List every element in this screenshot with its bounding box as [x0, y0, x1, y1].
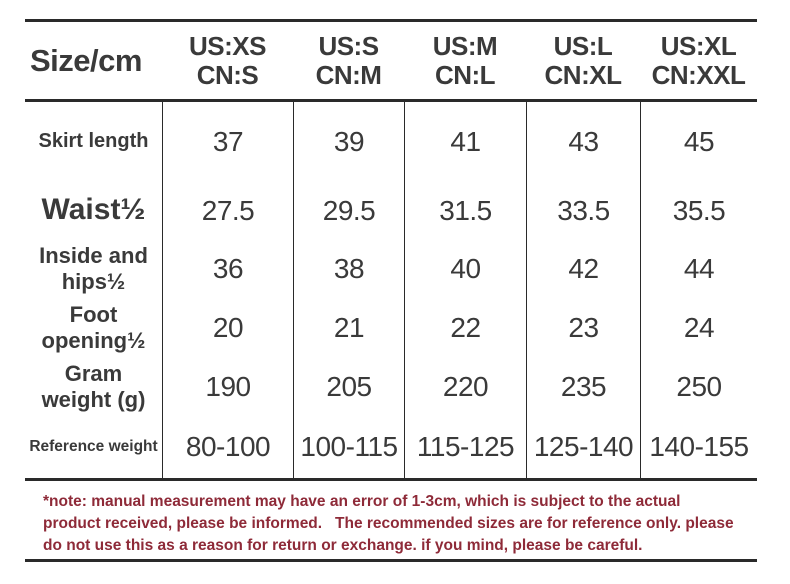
value-cell: 40 — [404, 239, 526, 298]
value-cell: 24 — [640, 298, 757, 358]
value-cell: 31.5 — [404, 182, 526, 239]
value-cell: 23 — [526, 298, 640, 358]
note-line-2: product received, please be informed. Th… — [43, 515, 734, 532]
value-cell: 45 — [640, 102, 757, 182]
cn-size-label: CN:S — [196, 59, 259, 90]
measurement-note: *note: manual measurement may have an er… — [43, 491, 755, 557]
value-cell: 42 — [526, 239, 640, 298]
bottom-divider — [25, 559, 757, 562]
value-cell: 205 — [293, 358, 404, 416]
size-table-body: Skirt length 37 39 41 43 45 Waist½ 27.5 … — [25, 102, 757, 481]
us-size-label: US:S — [318, 30, 379, 61]
value-cell: 29.5 — [293, 182, 404, 239]
note-line-3: do not use this as a reason for return o… — [43, 537, 643, 554]
row-label-waist: Waist½ — [41, 193, 146, 227]
us-size-label: US:M — [432, 30, 498, 61]
value-cell: 36 — [162, 239, 293, 298]
value-cell: 22 — [404, 298, 526, 358]
column-header-us-xs: US:XS CN:S — [162, 30, 293, 90]
value-cell: 43 — [526, 102, 640, 182]
value-cell: 115-125 — [404, 416, 526, 478]
value-cell: 41 — [404, 102, 526, 182]
column-header-us-l: US:L CN:XL — [526, 30, 640, 90]
value-cell: 190 — [162, 358, 293, 416]
value-cell: 80-100 — [162, 416, 293, 478]
column-header-us-m: US:M CN:L — [404, 30, 526, 90]
row-label-gram-weight: Gram weight (g) — [41, 361, 146, 412]
cn-size-label: CN:XL — [544, 59, 622, 90]
us-size-label: US:XL — [660, 30, 737, 61]
value-cell: 20 — [162, 298, 293, 358]
us-size-label: US:L — [553, 30, 613, 61]
value-cell: 125-140 — [526, 416, 640, 478]
value-cell: 250 — [640, 358, 757, 416]
cn-size-label: CN:L — [434, 59, 496, 90]
value-cell: 140-155 — [640, 416, 757, 478]
row-label-reference-weight: Reference weight — [29, 438, 158, 456]
value-cell: 38 — [293, 239, 404, 298]
value-cell: 37 — [162, 102, 293, 182]
us-size-label: US:XS — [189, 30, 266, 61]
note-line-1: *note: manual measurement may have an er… — [43, 493, 681, 510]
value-cell: 21 — [293, 298, 404, 358]
value-cell: 27.5 — [162, 182, 293, 239]
row-label-inside-hips: Inside and hips½ — [39, 242, 148, 294]
cn-size-label: CN:M — [315, 59, 382, 90]
value-cell: 235 — [526, 358, 640, 416]
column-header-us-xl: US:XL CN:XXL — [640, 30, 757, 90]
size-table-header-row: Size/cm US:XS CN:S US:S CN:M US:M CN:L U… — [25, 19, 757, 102]
value-cell: 44 — [640, 239, 757, 298]
cn-size-label: CN:XXL — [651, 59, 746, 90]
value-cell: 39 — [293, 102, 404, 182]
value-cell: 100-115 — [293, 416, 404, 478]
column-header-us-s: US:S CN:M — [293, 30, 404, 90]
value-cell: 35.5 — [640, 182, 757, 239]
size-table: Size/cm US:XS CN:S US:S CN:M US:M CN:L U… — [25, 19, 757, 481]
row-label-skirt-length: Skirt length — [38, 130, 149, 153]
table-corner-label: Size/cm — [30, 42, 142, 78]
value-cell: 220 — [404, 358, 526, 416]
row-label-foot-opening: Foot opening½ — [41, 302, 146, 353]
value-cell: 33.5 — [526, 182, 640, 239]
